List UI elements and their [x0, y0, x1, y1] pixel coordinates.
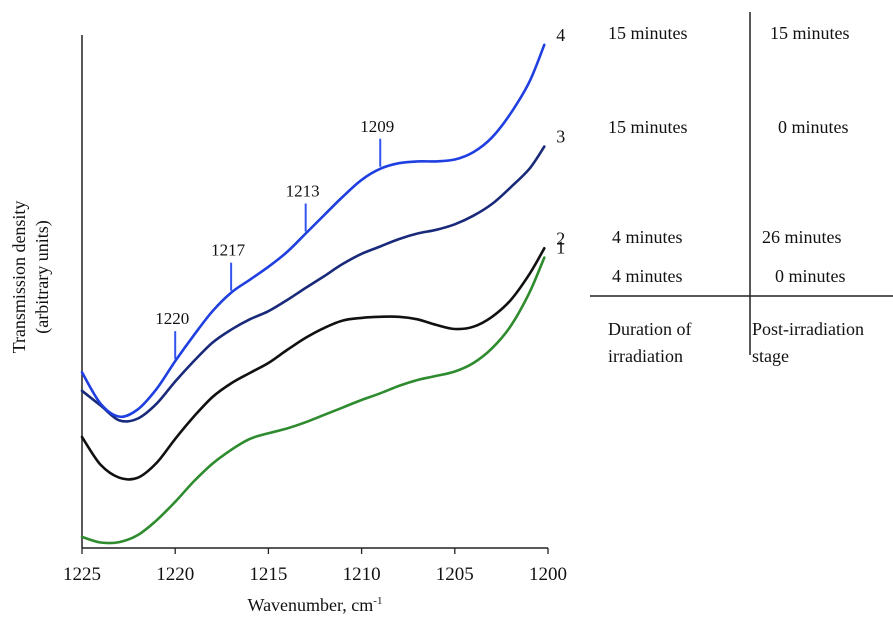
x-tick-label-1220: 1220	[156, 564, 194, 585]
table-footer-post-line1: Post-irradiation	[752, 319, 864, 339]
table-row-4-duration: 15 minutes	[608, 23, 688, 43]
x-axis-title: Wavenumber, cm-1	[248, 595, 383, 615]
table-footer-duration-line1: Duration of	[608, 319, 691, 339]
series-2-line	[80, 247, 546, 481]
curve-label-3: 3	[556, 127, 565, 147]
x-ticks: 1225 1220 1215 1210 1205 1200	[63, 548, 567, 585]
curve-label-4: 4	[556, 25, 565, 45]
table-row-1-duration: 4 minutes	[612, 266, 683, 286]
series-4-line	[80, 43, 546, 419]
x-tick-label-1215: 1215	[249, 564, 287, 585]
curve-labels: 12 3 4	[556, 25, 565, 258]
y-axis-title-line1: Transmission density	[9, 201, 29, 354]
y-axis-title-line2: (arbitrary units)	[32, 220, 53, 333]
peak-markers: 1220 1217 1213 1209	[155, 117, 394, 360]
curve-label-2: 2	[556, 228, 565, 248]
table-row-4-post: 15 minutes	[770, 23, 850, 43]
x-tick-label-1225: 1225	[63, 564, 101, 585]
table-footer-duration-line2: irradiation	[608, 346, 683, 366]
x-tick-label-1200: 1200	[529, 564, 567, 585]
table-row-3-post: 0 minutes	[778, 117, 849, 137]
table-row-2-duration: 4 minutes	[612, 227, 683, 247]
peak-label-1217: 1217	[211, 241, 246, 260]
table-row-2-post: 26 minutes	[762, 227, 842, 247]
curve-label-1: 1	[556, 238, 565, 258]
x-tick-label-1210: 1210	[343, 564, 381, 585]
series-layer	[80, 43, 546, 545]
peak-label-1220: 1220	[155, 309, 189, 328]
x-tick-label-1205: 1205	[436, 564, 474, 585]
table-footer-post-line2: stage	[752, 346, 789, 366]
peak-label-1213: 1213	[286, 182, 320, 201]
peak-label-1209: 1209	[360, 117, 394, 136]
table-row-3-duration: 15 minutes	[608, 117, 688, 137]
series-1-line	[80, 256, 546, 545]
series-3-line	[80, 145, 546, 423]
table-row-1-post: 0 minutes	[775, 266, 846, 286]
